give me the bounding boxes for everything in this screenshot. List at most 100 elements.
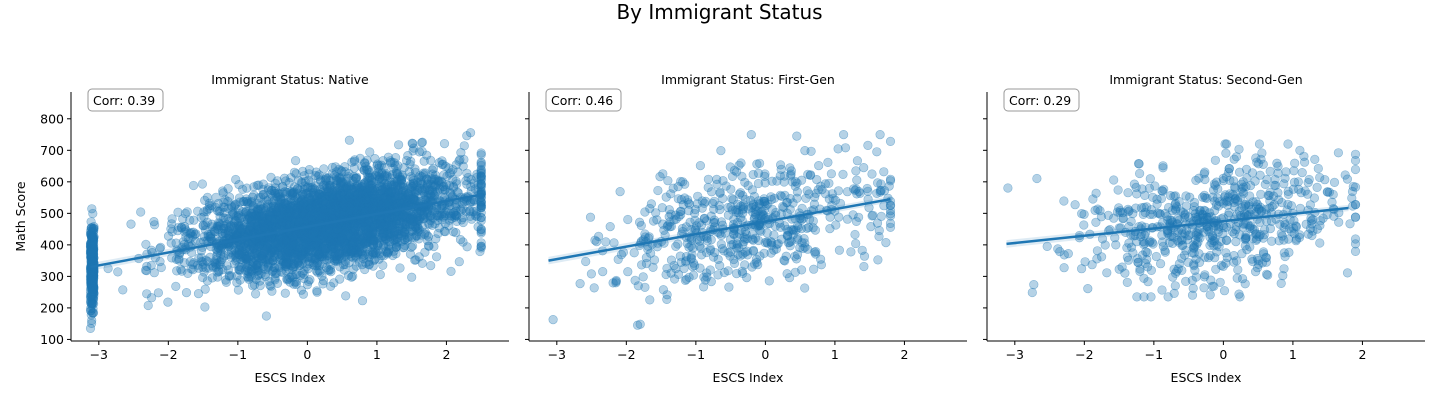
data-point	[322, 174, 332, 184]
data-point	[645, 295, 655, 305]
data-point	[658, 219, 668, 229]
data-point	[322, 255, 332, 265]
data-point	[88, 255, 98, 265]
data-point	[314, 212, 324, 222]
data-point	[834, 245, 845, 255]
data-point	[686, 253, 696, 263]
data-point	[263, 213, 273, 224]
data-point	[254, 270, 264, 280]
correlation-annotation: Corr: 0.46	[545, 88, 622, 112]
data-point	[680, 275, 691, 286]
data-point	[731, 269, 742, 279]
data-point	[275, 241, 285, 251]
data-point	[385, 173, 395, 183]
data-point	[375, 270, 385, 280]
data-point	[396, 219, 407, 229]
data-point	[328, 237, 338, 247]
data-point	[309, 203, 319, 213]
data-point	[291, 269, 302, 279]
data-point	[304, 276, 314, 287]
panels: −3 −2 −1 0 1 2100200300400500600700800Immigra…	[13, 72, 1425, 385]
data-point	[726, 184, 736, 194]
data-point	[400, 211, 410, 221]
data-point	[334, 249, 344, 259]
data-point	[89, 270, 99, 280]
data-point	[323, 187, 334, 197]
data-point	[380, 182, 390, 193]
data-point	[379, 219, 389, 229]
data-point	[344, 135, 355, 145]
data-point	[247, 238, 257, 248]
data-point	[347, 246, 357, 257]
data-point	[375, 220, 385, 230]
data-point	[685, 217, 695, 227]
data-point	[87, 270, 97, 280]
data-point	[326, 281, 336, 291]
data-point	[814, 161, 824, 171]
data-point	[171, 281, 181, 292]
data-point	[345, 203, 355, 213]
x-axis-label: ESCS Index	[255, 370, 326, 385]
data-point	[259, 217, 269, 227]
data-point	[361, 223, 371, 233]
data-point	[261, 311, 272, 321]
data-point	[827, 189, 837, 199]
data-point	[373, 195, 383, 205]
data-point	[360, 264, 370, 275]
data-point	[307, 254, 317, 264]
data-point	[377, 182, 387, 192]
y-tick-label: 500	[40, 206, 64, 221]
data-point	[598, 267, 608, 277]
data-point	[696, 220, 707, 230]
data-point	[350, 199, 361, 209]
data-point	[215, 212, 225, 222]
data-point	[781, 251, 791, 261]
data-point	[755, 225, 765, 235]
data-point	[714, 201, 724, 211]
data-point	[410, 167, 421, 177]
data-point	[86, 318, 97, 329]
data-point	[373, 171, 383, 181]
data-point	[335, 221, 345, 231]
data-point	[859, 163, 869, 173]
data-point	[375, 172, 385, 183]
y-tick-label: 600	[40, 174, 64, 189]
data-point	[449, 183, 459, 193]
data-point	[307, 184, 317, 194]
data-point	[368, 180, 378, 190]
y-tick-label: 700	[40, 143, 64, 158]
correlation-label: Corr: 0.39	[93, 93, 155, 108]
data-point	[800, 283, 810, 293]
data-point	[89, 288, 99, 298]
data-point	[420, 183, 431, 194]
data-point	[235, 266, 245, 276]
data-point	[377, 233, 387, 243]
data-point	[86, 249, 96, 259]
data-point	[279, 211, 289, 221]
data-point	[426, 261, 436, 271]
data-point	[281, 235, 291, 245]
data-point	[690, 204, 700, 215]
data-point	[166, 238, 176, 248]
data-point	[589, 283, 599, 293]
data-point	[380, 171, 390, 181]
data-point	[290, 209, 300, 219]
data-point	[340, 222, 350, 232]
data-point	[163, 297, 173, 307]
data-point	[263, 220, 274, 230]
data-point	[350, 244, 360, 254]
data-point	[419, 168, 429, 178]
data-point	[305, 231, 315, 241]
data-point	[632, 320, 643, 330]
data-point	[193, 289, 204, 299]
data-point	[336, 165, 346, 176]
data-point	[250, 207, 261, 217]
data-point	[203, 229, 213, 240]
data-point	[242, 254, 252, 264]
data-point	[846, 247, 856, 257]
data-point	[223, 184, 233, 194]
data-point	[611, 275, 621, 286]
data-point	[1350, 246, 1361, 256]
data-point	[286, 240, 296, 250]
